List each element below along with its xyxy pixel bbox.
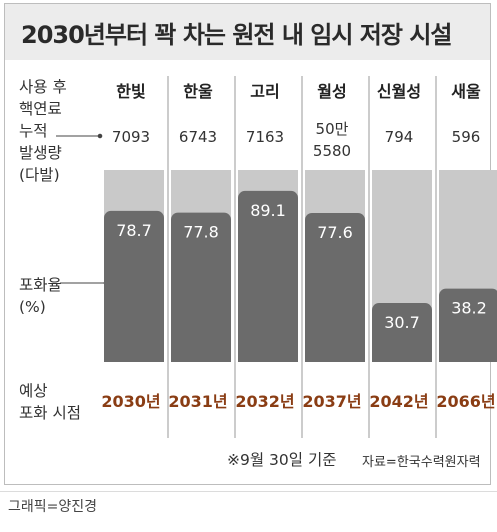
saturation-date-label-line: 예상 xyxy=(19,382,48,400)
saturation-bar-base xyxy=(171,354,231,362)
saturation-value-label: 78.7 xyxy=(116,221,152,240)
used-fuel-label-line: (다발) xyxy=(19,166,60,184)
saturation-bar-base xyxy=(439,354,497,362)
used-fuel-hanbit: 7093 xyxy=(111,128,151,146)
saturation-bar-base xyxy=(238,354,298,362)
used-fuel-wolsong-line: 50만 xyxy=(315,120,349,138)
saturation-bar xyxy=(238,190,298,362)
saturation-bar-base xyxy=(372,354,432,362)
saturation-date-shinwolsong: 2042년 xyxy=(369,392,429,411)
saturation-label-line: 포화율 xyxy=(19,276,62,294)
saturation-bar-base xyxy=(104,354,164,362)
saturation-value-label: 30.7 xyxy=(384,313,420,332)
column-dividers xyxy=(167,76,437,438)
saturation-date-hanbit: 2030년 xyxy=(101,392,161,411)
used-fuel-label-line: 핵연료 xyxy=(19,100,62,118)
used-fuel-shinwolsong: 794 xyxy=(384,128,414,146)
graphic-credit: 그래픽=양진경 xyxy=(8,499,98,515)
title-band: 2030년부터 꽉 차는 원전 내 임시 저장 시설 xyxy=(5,4,490,60)
footnote: ※9월 30일 기준 xyxy=(227,451,337,469)
saturation-value-label: 38.2 xyxy=(451,299,487,318)
saturation-bar-chart: 78.7 77.8 89.1 77.6 30.7 38.2 xyxy=(56,76,497,438)
plant-name-wolsong: 월성 xyxy=(317,82,347,101)
saturation-value-label: 77.6 xyxy=(317,223,353,242)
saturation-value-label: 77.8 xyxy=(183,223,219,242)
saturation-bar xyxy=(439,288,497,362)
saturation-row-label: 포화율 (%) xyxy=(19,274,62,318)
used-fuel-hanul: 6743 xyxy=(178,128,218,146)
plant-name-hanbit: 한빛 xyxy=(116,82,146,101)
plant-name-kori: 고리 xyxy=(250,82,280,101)
chart-title: 2030년부터 꽉 차는 원전 내 임시 저장 시설 xyxy=(21,21,452,49)
saturation-value-label: 89.1 xyxy=(250,201,286,220)
saturation-date-label-line: 포화 시점 xyxy=(19,404,81,422)
used-fuel-saeul: 596 xyxy=(451,128,481,146)
saturation-bar xyxy=(372,303,432,362)
saturation-date-kori: 2032년 xyxy=(235,392,295,411)
used-fuel-wolsong: 50만 5580 xyxy=(302,118,362,162)
used-fuel-row-label: 사용 후 핵연료 누적 발생량 (다발) xyxy=(19,76,67,186)
divider xyxy=(0,491,497,492)
saturation-date-row-label: 예상 포화 시점 xyxy=(19,380,81,424)
used-fuel-label-line: 사용 후 xyxy=(19,78,67,96)
saturation-bar-base xyxy=(305,354,365,362)
bars-group: 78.7 77.8 89.1 77.6 30.7 38.2 xyxy=(104,170,497,362)
plant-name-hanul: 한울 xyxy=(183,82,213,101)
used-fuel-label-line: 발생량 xyxy=(19,144,62,162)
data-source: 자료=한국수력원자력 xyxy=(362,455,481,470)
saturation-bar xyxy=(305,213,365,362)
saturation-label-line: (%) xyxy=(19,298,46,316)
used-fuel-leader-dot xyxy=(97,133,103,139)
saturation-date-saeul: 2066년 xyxy=(436,392,496,411)
saturation-bar xyxy=(171,212,231,362)
saturation-date-hanul: 2031년 xyxy=(168,392,228,411)
saturation-bar xyxy=(104,210,164,362)
saturation-date-wolsong: 2037년 xyxy=(302,392,362,411)
plant-name-saeul: 새울 xyxy=(451,82,481,101)
leader-lines xyxy=(56,133,109,286)
plant-name-shinwolsong: 신월성 xyxy=(376,82,422,101)
used-fuel-label-line: 누적 xyxy=(19,122,48,140)
used-fuel-wolsong-line: 5580 xyxy=(312,142,352,160)
used-fuel-kori: 7163 xyxy=(245,128,285,146)
